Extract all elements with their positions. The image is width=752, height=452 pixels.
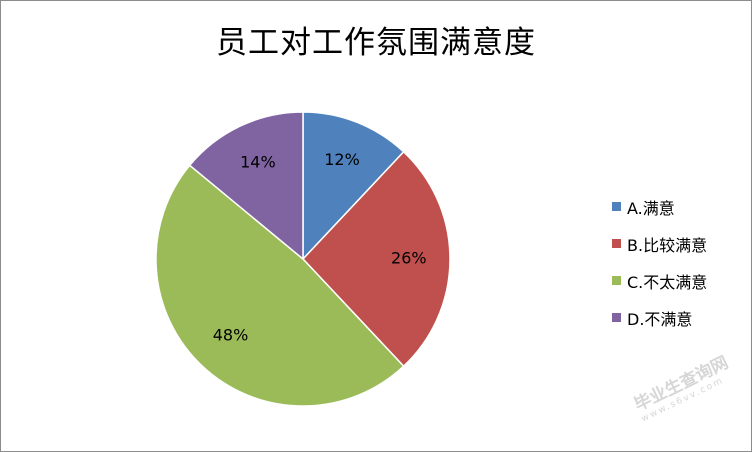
legend-item-c: C.不太满意	[612, 262, 707, 299]
legend: A.满意 B.比较满意 C.不太满意 D.不满意	[612, 188, 707, 336]
chart-title: 员工对工作氛围满意度	[216, 25, 536, 61]
legend-swatch-c	[612, 276, 621, 285]
legend-item-d: D.不满意	[612, 299, 707, 336]
legend-swatch-d	[612, 313, 621, 322]
legend-swatch-b	[612, 239, 621, 248]
legend-item-b: B.比较满意	[612, 225, 707, 262]
legend-label-b: B.比较满意	[627, 235, 708, 255]
pie-slice-b	[301, 150, 451, 368]
data-label-a: 12%	[324, 150, 360, 169]
legend-swatch-a	[612, 202, 621, 211]
pie-slice-c	[155, 164, 405, 407]
data-label-d: 14%	[240, 153, 276, 172]
pie-slices	[155, 111, 451, 407]
data-label-b: 26%	[391, 249, 427, 268]
pie-slice-a	[302, 111, 405, 261]
legend-label-c: C.不太满意	[627, 272, 708, 292]
pie-data-labels: 12% 26% 48% 14%	[213, 150, 427, 345]
legend-label-d: D.不满意	[627, 309, 693, 329]
pie-slice-d	[188, 111, 304, 261]
legend-label-a: A.满意	[627, 198, 675, 218]
data-label-c: 48%	[213, 326, 249, 345]
legend-item-a: A.满意	[612, 188, 707, 225]
